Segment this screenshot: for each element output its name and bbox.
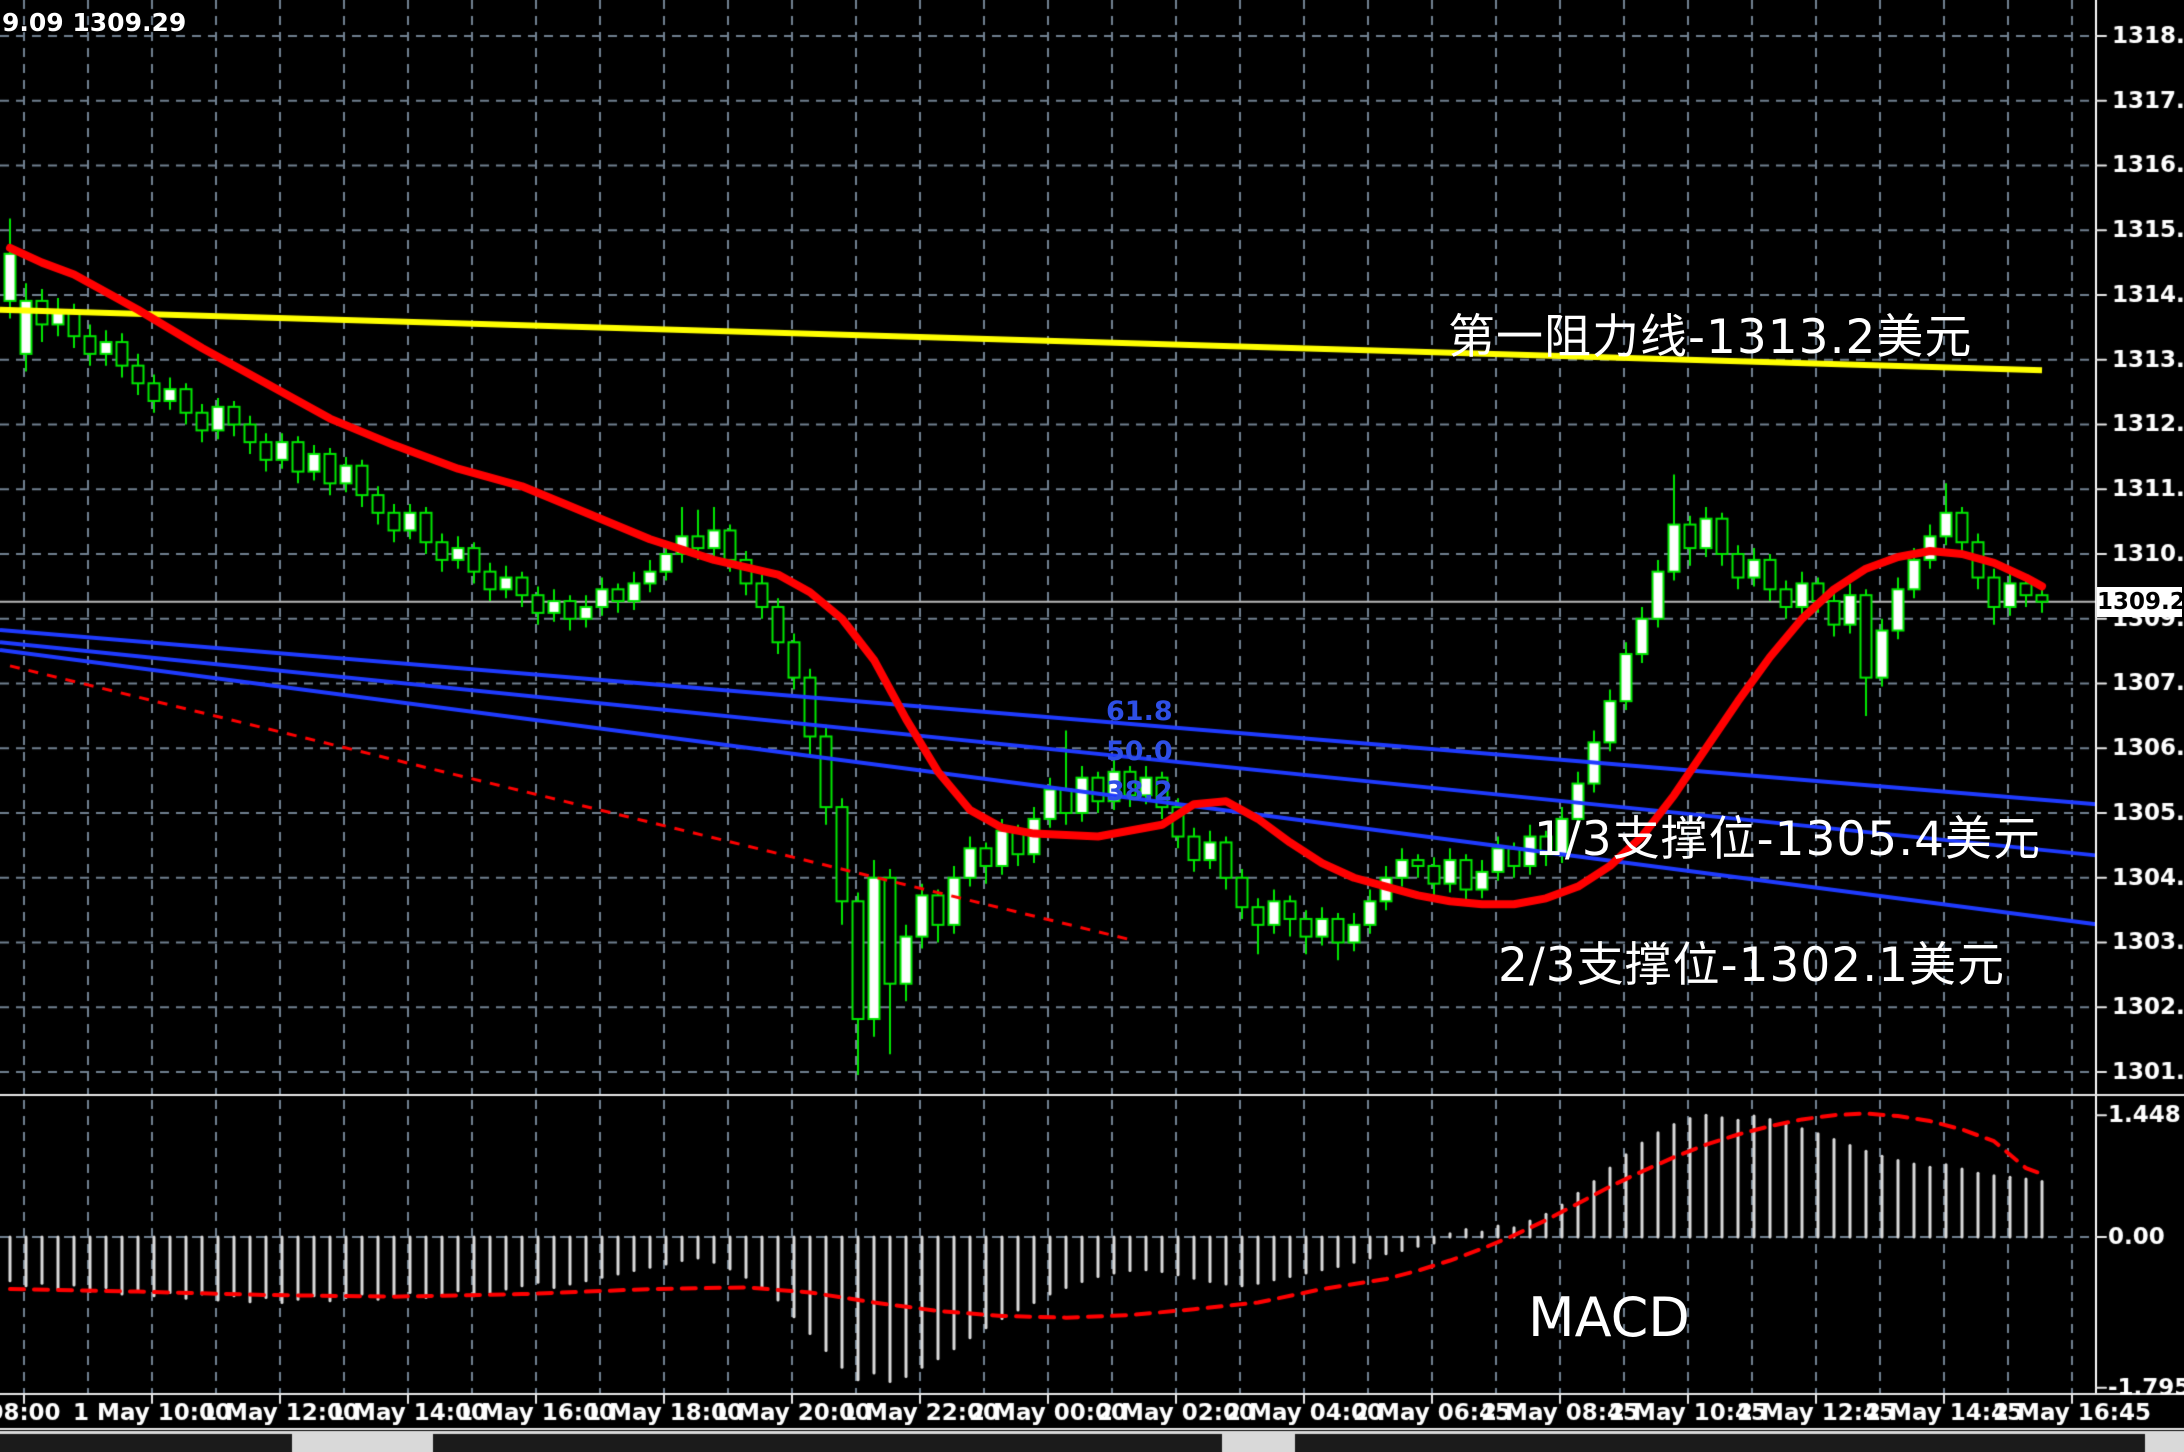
current-price-flag: 1309.29 <box>2097 587 2184 617</box>
